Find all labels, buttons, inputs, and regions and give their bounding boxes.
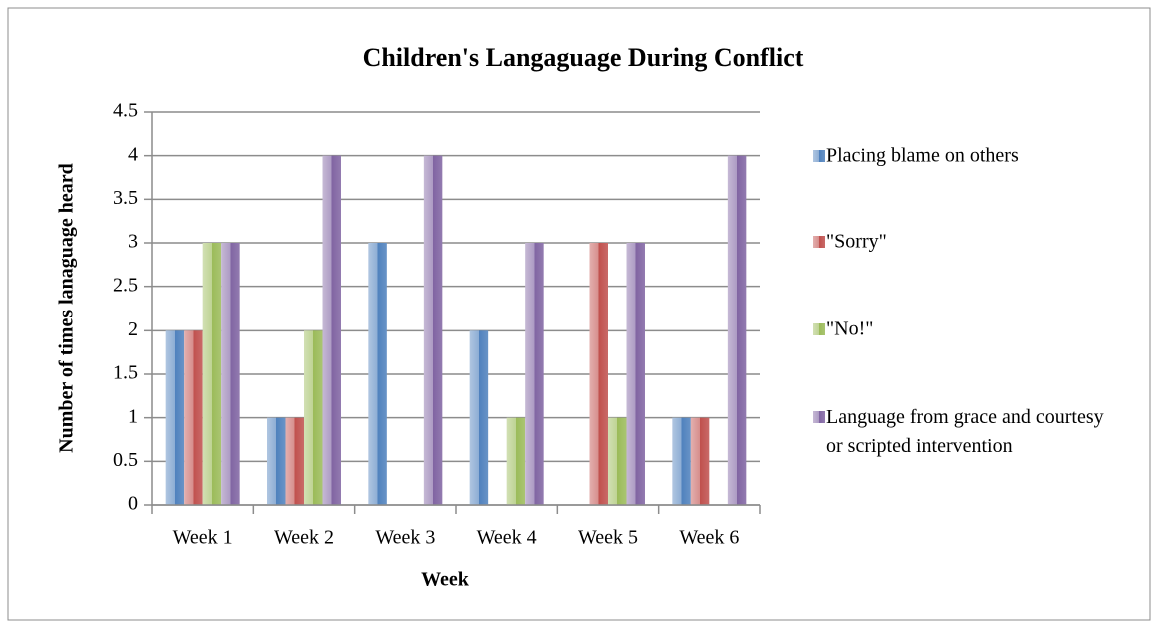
bar: [506, 417, 526, 505]
bar: [165, 330, 185, 505]
bar: [727, 155, 747, 505]
y-tick-label: 0: [128, 493, 138, 515]
bar: [626, 243, 645, 505]
legend-swatch: [813, 236, 825, 248]
legend-label: "Sorry": [826, 231, 887, 253]
y-axis-label: Number of times lanaguage heard: [56, 163, 78, 453]
bar: [525, 243, 544, 505]
x-tick-label: Week 6: [679, 527, 739, 549]
legend-label: "No!": [826, 318, 873, 340]
x-tick-label: Week 3: [375, 527, 435, 549]
legend-swatch: [813, 323, 825, 335]
legend-label: Placing blame on others: [826, 145, 1019, 167]
bar: [368, 243, 387, 505]
x-tick-label: Week 4: [477, 527, 537, 549]
x-tick-label: Week 1: [173, 527, 233, 549]
x-tick-label: Week 5: [578, 527, 638, 549]
legend-swatch: [813, 150, 825, 162]
y-tick-label: 2.5: [113, 274, 138, 296]
x-axis-label: Week: [421, 569, 470, 591]
legend-line: Language from grace and courtesy: [826, 406, 1104, 428]
y-tick-label: 0.5: [113, 449, 138, 471]
legend-line: or scripted intervention: [826, 435, 1013, 457]
bar: [221, 243, 240, 505]
y-tick-label: 3: [128, 231, 138, 253]
chart-frame: [7, 7, 1151, 621]
y-tick-label: 1.5: [113, 362, 138, 384]
bar: [672, 417, 691, 505]
y-tick-label: 4: [128, 143, 138, 165]
y-tick-label: 4.5: [113, 100, 138, 122]
bar: [322, 155, 341, 505]
y-tick-label: 3.5: [113, 187, 138, 209]
bar: [423, 155, 443, 505]
bar: [608, 417, 627, 505]
bar: [184, 330, 203, 505]
bar: [202, 243, 222, 505]
bar: [267, 417, 286, 505]
y-tick-label: 2: [128, 318, 138, 340]
bar: [690, 417, 710, 505]
legend-swatch: [813, 411, 825, 423]
x-tick-label: Week 2: [274, 527, 334, 549]
bar: [589, 243, 608, 505]
bar: [285, 417, 304, 505]
bar: [469, 330, 489, 505]
y-tick-label: 1: [128, 405, 138, 427]
legend-label: Language from grace and courtesy or scrip…: [826, 406, 1104, 457]
chart-title: Children's Langaguage During Conflict: [363, 43, 804, 72]
bar: [304, 330, 323, 505]
